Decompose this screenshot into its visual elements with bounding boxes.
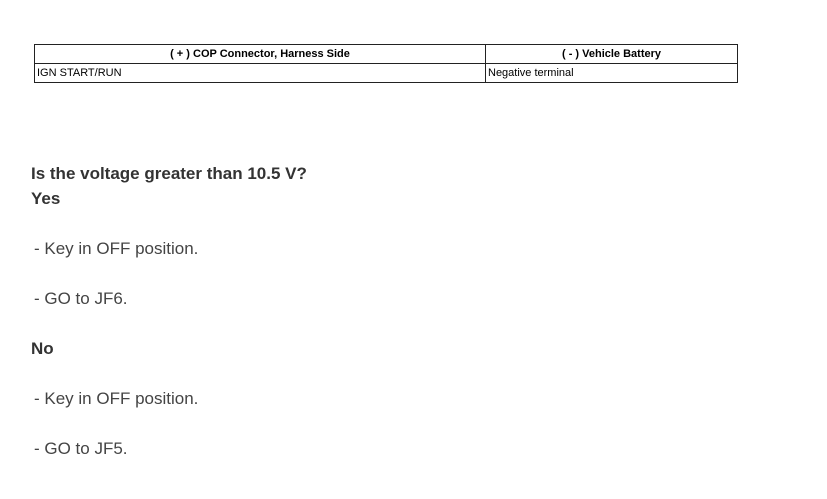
yes-step-2: - GO to JF6. bbox=[34, 289, 128, 308]
no-step-2: - GO to JF5. bbox=[34, 439, 128, 458]
header-cop-connector: ( + ) COP Connector, Harness Side bbox=[34, 44, 486, 64]
table-row: IGN START/RUN Negative terminal bbox=[34, 63, 738, 83]
cell-negative-terminal: Negative terminal bbox=[485, 63, 738, 83]
table-header-row: ( + ) COP Connector, Harness Side ( - ) … bbox=[34, 44, 738, 64]
yes-step-1: - Key in OFF position. bbox=[34, 239, 199, 258]
test-connection-table: ( + ) COP Connector, Harness Side ( - ) … bbox=[34, 44, 738, 83]
yes-label: Yes bbox=[31, 189, 61, 208]
question-text: Is the voltage greater than 10.5 V? bbox=[31, 164, 307, 183]
no-label: No bbox=[31, 339, 54, 358]
no-step-1: - Key in OFF position. bbox=[34, 389, 199, 408]
cell-ign-start-run: IGN START/RUN bbox=[34, 63, 486, 83]
header-vehicle-battery: ( - ) Vehicle Battery bbox=[485, 44, 738, 64]
